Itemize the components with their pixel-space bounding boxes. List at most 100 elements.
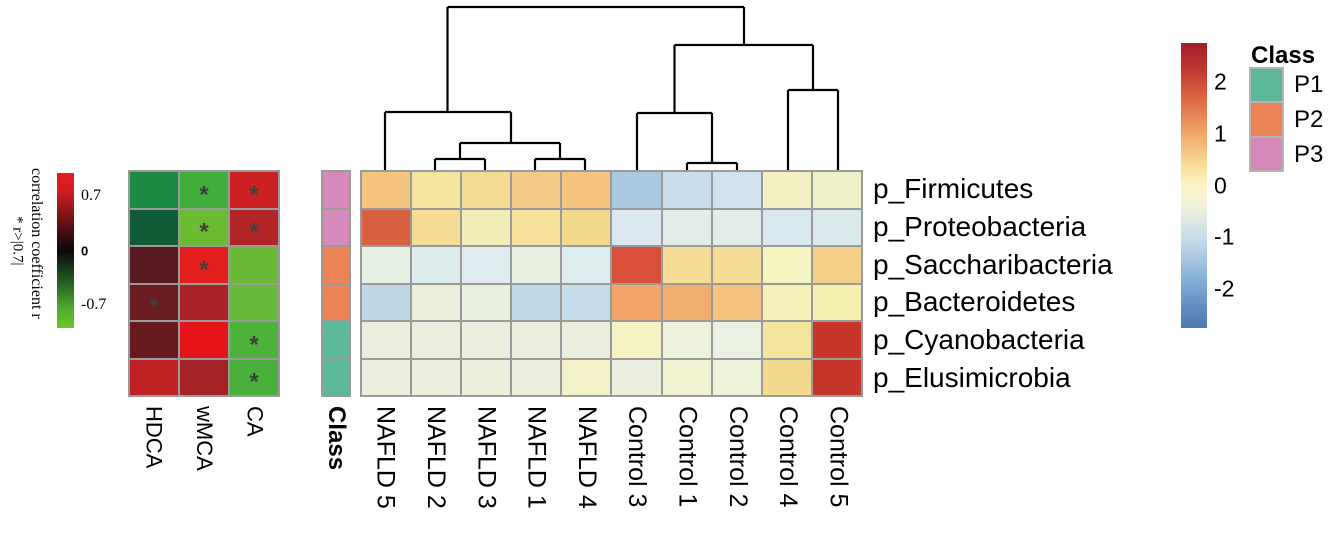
main-heatmap-cell [561,321,612,359]
corr-heatmap-cell: * [179,208,229,246]
class-annotation-cell [322,208,350,246]
main-heatmap-cell [361,171,412,209]
class-legend-item-label: P2 [1294,105,1324,133]
abundance-heatmap [360,170,863,397]
main-heatmap-cell [511,171,562,209]
main-heatmap-cell [811,171,862,209]
phylum-row-label: p_Bacteroidetes [873,286,1076,318]
main-heatmap-cell [411,208,462,246]
main-heatmap-cell [711,208,762,246]
main-heatmap-cell [561,208,612,246]
main-heatmap-cell [461,283,512,321]
phylum-row-label: p_Elusimicrobia [873,362,1071,394]
main-heatmap-cell [411,246,462,284]
class-annotation-column [321,170,351,397]
main-heatmap-cell [611,246,662,284]
corr-heatmap-cell: * [179,171,229,209]
corr-column-label: wMCA [192,406,217,471]
significance-asterisk: * [149,293,159,321]
main-heatmap-cell [661,358,712,396]
main-heatmap-cell [361,208,412,246]
main-heatmap-cell [711,358,762,396]
significance-asterisk: * [249,181,259,209]
colorbar-tick-label: 2 [1214,68,1227,95]
significance-asterisk: * [199,256,209,284]
corr-heatmap-cell [129,321,179,359]
corr-scale-subcaption: * r>|0.7| [9,216,26,266]
main-heatmap-cell [761,246,812,284]
main-heatmap-cell [461,246,512,284]
corr-column-label: HDCA [141,406,167,469]
corr-heatmap-cell: * [229,171,279,209]
main-heatmap-cell [661,208,712,246]
class-legend-swatches [1249,67,1284,172]
main-heatmap-cell [761,171,812,209]
corr-heatmap-cell [179,321,229,359]
sample-column-label: NAFLD 2 [421,406,450,509]
corr-scale-caption: correlation coefficient r [28,168,45,319]
colorbar-tick-label: 0 [1214,172,1227,198]
class-annotation-cell [322,246,350,284]
main-heatmap-cell [361,358,412,396]
corr-heatmap-cell [179,283,229,321]
main-heatmap-cell [361,321,412,359]
colorbar-tick-label: -2 [1214,275,1235,302]
sample-column-label: Control 1 [673,406,702,508]
corr-colorbar [57,173,74,328]
class-annotation-cell [322,358,350,396]
main-heatmap-cell [411,321,462,359]
sample-column-label: NAFLD 1 [522,406,551,509]
corr-heatmap-cell: * [229,208,279,246]
corr-heatmap-cell [229,246,279,284]
main-heatmap-cell [511,208,562,246]
main-heatmap-cell [511,283,562,321]
class-annotation-cell [322,283,350,321]
class-legend-item-label: P1 [1294,70,1324,98]
main-heatmap-cell [761,321,812,359]
main-heatmap-cell [711,283,762,321]
colorbar-tick-label: 0 [81,243,89,258]
corr-heatmap-cell [229,283,279,321]
corr-heatmap-cell: * [229,321,279,359]
class-legend-swatch [1250,136,1283,171]
corr-heatmap-cell: * [229,358,279,396]
main-heatmap-cell [611,283,662,321]
corr-heatmap-cell [179,358,229,396]
main-heatmap-cell [711,171,762,209]
main-heatmap-cell [811,208,862,246]
corr-column-label: CA [242,406,268,437]
main-heatmap-cell [511,358,562,396]
colorbar-tick-label: -1 [1214,223,1235,250]
main-heatmap-cell [711,321,762,359]
main-heatmap-cell [461,358,512,396]
corr-heatmap-cell [129,208,179,246]
main-heatmap-cell [461,321,512,359]
correlation-heatmap: * * * * * * * * [128,170,280,397]
class-legend-swatch [1250,102,1283,137]
class-annotation-cell [322,171,350,209]
phylum-row-label: p_Saccharibacteria [873,248,1113,280]
corr-heatmap-cell [129,246,179,284]
main-heatmap-cell [461,171,512,209]
main-heatmap-cell [511,246,562,284]
significance-asterisk: * [199,181,209,209]
main-heatmap-cell [761,283,812,321]
main-heatmap-cell [811,283,862,321]
main-heatmap-cell [661,321,712,359]
main-heatmap-cell [811,246,862,284]
main-heatmap-cell [561,246,612,284]
main-heatmap-cell [411,283,462,321]
main-heatmap-cell [811,358,862,396]
main-heatmap-cell [661,283,712,321]
sample-column-label: Control 5 [824,406,853,508]
class-legend-title: Class [1251,42,1316,69]
main-heatmap-cell [561,171,612,209]
corr-heatmap-cell [129,171,179,209]
main-heatmap-cell [461,208,512,246]
significance-asterisk: * [199,218,209,246]
sample-column-label: Control 4 [774,406,803,508]
main-heatmap-cell [661,246,712,284]
main-heatmap-cell [361,246,412,284]
colorbar-tick-label: -0.7 [81,295,107,313]
corr-heatmap-cell: * [129,283,179,321]
